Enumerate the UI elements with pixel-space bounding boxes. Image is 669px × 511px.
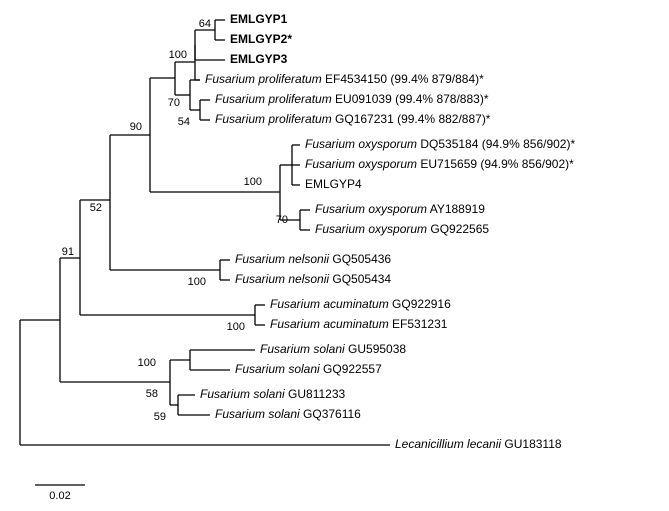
bootstrap-value: 59 [154, 411, 166, 423]
tip-label: Fusarium acuminatum EF531231 [270, 317, 448, 331]
tip-label: Fusarium oxysporum GQ922565 [315, 222, 489, 236]
tip-label: EMLGYP4 [305, 177, 362, 191]
bootstrap-value: 100 [169, 49, 187, 61]
tip-label: EMLGYP1 [230, 12, 288, 26]
tip-label: Fusarium solani GQ376116 [215, 407, 361, 421]
bootstrap-value: 100 [227, 321, 245, 333]
tip-label: Fusarium oxysporum EU715659 (94.9% 856/9… [305, 157, 574, 171]
tip-label: Fusarium oxysporum DQ535184 (94.9% 856/9… [305, 137, 575, 151]
tip-label: Fusarium proliferatum EF4534150 (99.4% 8… [205, 72, 484, 86]
bootstrap-value: 90 [130, 121, 142, 133]
tip-label: Fusarium oxysporum AY188919 [315, 202, 485, 216]
bootstrap-value: 100 [138, 357, 156, 369]
tip-label: Fusarium solani GU811233 [200, 387, 346, 401]
tip-label: Fusarium solani GU595038 [260, 342, 406, 356]
tip-label: EMLGYP3 [230, 52, 288, 66]
bootstrap-value: 58 [146, 388, 158, 400]
tip-label: EMLGYP2* [230, 32, 292, 46]
bootstrap-value: 52 [90, 202, 102, 214]
scale-bar-label: 0.02 [49, 490, 70, 502]
tip-label: Fusarium proliferatum EU091039 (99.4% 87… [215, 92, 489, 106]
bootstrap-value: 54 [178, 116, 190, 128]
bootstrap-value: 70 [168, 97, 180, 109]
bootstrap-value: 100 [244, 176, 262, 188]
bootstrap-value: 91 [62, 246, 74, 258]
phylogenetic-tree: 641005470701009010052100911005958EMLGYP1… [0, 0, 669, 511]
tip-label: Fusarium proliferatum GQ167231 (99.4% 88… [215, 112, 491, 126]
bootstrap-value: 64 [199, 18, 211, 30]
tip-label: Fusarium nelsonii GQ505436 [235, 252, 391, 266]
tip-label: Fusarium acuminatum GQ922916 [270, 297, 451, 311]
tip-label: Fusarium nelsonii GQ505434 [235, 272, 391, 286]
bootstrap-value: 100 [188, 276, 206, 288]
tip-label: Fusarium solani GQ922557 [235, 362, 382, 376]
tip-label: Lecanicillium lecanii GU183118 [395, 437, 562, 451]
